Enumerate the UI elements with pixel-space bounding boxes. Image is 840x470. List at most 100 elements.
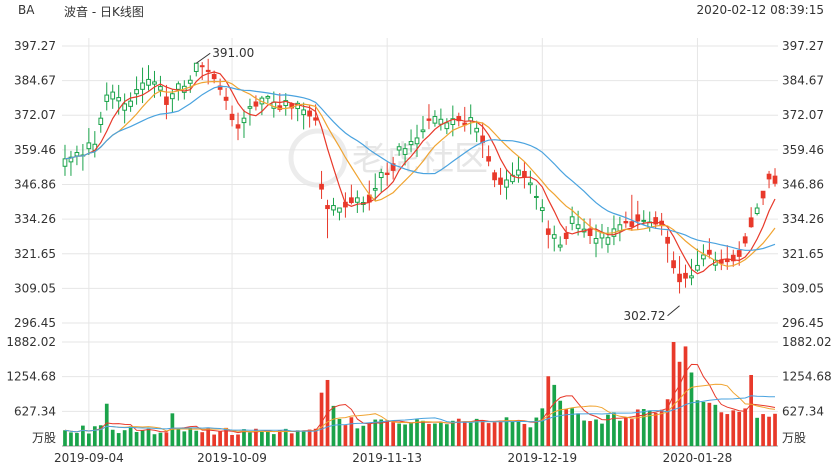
candle-body [110,91,116,100]
candle-body [122,103,127,111]
candle-body [223,96,229,101]
candle-body [665,236,670,244]
volume-bar [188,427,193,446]
volume-bar [504,417,509,446]
candle-body [534,195,539,198]
volume-bar [367,423,372,446]
volume-bar [415,419,419,446]
volume-bar [588,421,592,446]
volume-bar [409,422,413,446]
volume-bar [731,410,736,446]
candle-body [671,260,676,269]
volume-bar [743,408,748,446]
volume-bar [767,416,771,446]
timestamp: 2020-02-12 08:39:15 [696,3,824,17]
volume-bar [248,432,252,446]
candle-body [337,207,342,213]
volume-bar [534,417,539,446]
candle-body [86,142,92,150]
volume-bar [737,411,742,446]
candle-body [742,236,748,244]
candle-body [396,146,402,151]
candle-body [438,118,444,125]
volume-bar [522,423,527,446]
volume-bar [81,425,85,446]
volume-bar [63,430,67,446]
volume-bar [665,399,670,446]
candle-body [74,152,80,157]
volume-bar [266,430,270,446]
candle-body [623,220,629,224]
candle-body [247,106,253,109]
volume-bar [283,428,288,446]
volume-bar [194,430,199,446]
candle-body [522,170,527,178]
volume-bar [134,432,139,446]
volume-bar [355,428,360,446]
candle-body [158,86,163,91]
volume-bar [230,435,234,446]
volume-bar [528,427,533,446]
volume-unit-left: 万股 [32,431,56,445]
date-tick-label: 2019-09-04 [54,451,124,465]
candle-body [253,101,259,107]
low-callout-label: 302.72 [624,309,666,323]
volume-bar [140,430,145,446]
candle-body [492,172,497,181]
candle-body [766,173,772,180]
volume-bar [707,402,712,446]
volume-bar [385,420,390,446]
candle-body [134,89,139,95]
candle-body [701,254,706,260]
volume-bar [391,422,395,446]
candle-body [551,234,557,239]
volume-bar [331,405,336,446]
volume-bar [164,432,169,446]
volume-bar [254,428,258,446]
candle-body [140,82,145,90]
volume-bar [295,430,300,446]
candle-body [170,93,175,100]
volume-bar [236,434,240,446]
volume-bar [618,420,622,446]
volume-bar [116,433,121,446]
volume-bar [182,431,187,446]
candle-body [593,238,599,244]
candle-body [384,172,390,175]
price-ma10-line [64,80,776,267]
candle-body [325,205,330,210]
candle-body [563,232,569,240]
volume-bar [361,425,366,446]
volume-bar [200,432,205,446]
volume-bar [576,413,580,446]
price-ma20-line [64,85,776,251]
candle-body [128,100,133,107]
volume-bar [260,431,264,446]
volume-bar [612,412,616,446]
volume-bar [713,404,718,446]
candle-body [557,244,563,248]
price-tick-label-left: 397.27 [14,39,56,53]
candle-body [229,113,235,121]
candle-body [199,65,205,68]
candle-body [450,118,456,125]
volume-bar [653,413,658,446]
candle-body [187,79,193,84]
volume-bar [218,431,222,446]
date-tick-label: 2019-12-19 [507,451,577,465]
candle-body [408,141,414,146]
price-tick-label-right: 384.67 [782,74,824,88]
volume-bar [104,403,109,446]
candle-body [653,217,659,225]
candle-body [164,96,169,105]
candle-body [539,207,545,211]
volume-bar [510,421,515,446]
volume-bar [761,414,765,446]
candle-body [748,217,754,228]
volume-tick-label-right: 627.34 [782,404,824,418]
volume-bar [158,432,163,446]
price-tick-label-left: 309.05 [14,281,56,295]
volume-bar [445,424,449,446]
volume-bar [75,433,79,446]
volume-bar [474,418,479,446]
